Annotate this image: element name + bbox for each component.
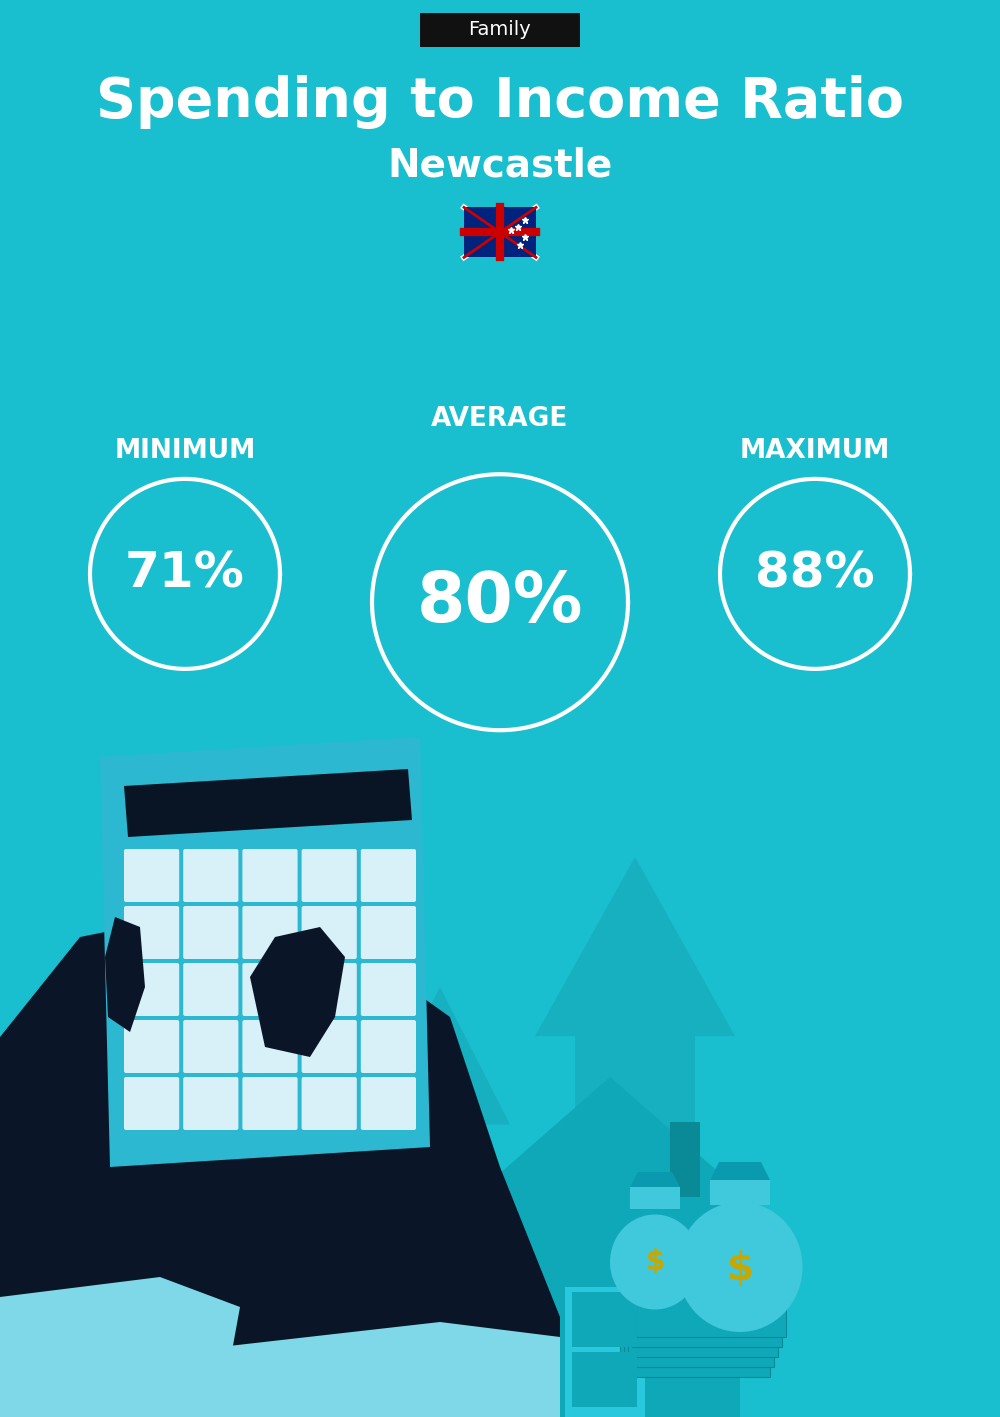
FancyBboxPatch shape	[361, 1020, 416, 1073]
FancyBboxPatch shape	[302, 1077, 357, 1129]
Text: MAXIMUM: MAXIMUM	[740, 438, 890, 463]
FancyBboxPatch shape	[124, 1020, 179, 1073]
FancyBboxPatch shape	[124, 905, 179, 959]
Bar	[565, 1287, 645, 1417]
Bar	[632, 1306, 782, 1348]
Bar	[624, 1326, 774, 1367]
Polygon shape	[250, 927, 345, 1057]
FancyBboxPatch shape	[242, 1077, 298, 1129]
Bar	[464, 207, 536, 258]
FancyBboxPatch shape	[124, 849, 179, 903]
FancyBboxPatch shape	[361, 1077, 416, 1129]
Text: Newcastle: Newcastle	[387, 147, 613, 184]
FancyBboxPatch shape	[242, 849, 298, 903]
FancyBboxPatch shape	[361, 905, 416, 959]
Polygon shape	[200, 1322, 560, 1417]
Bar	[572, 1292, 637, 1348]
Polygon shape	[124, 769, 412, 837]
FancyBboxPatch shape	[242, 1020, 298, 1073]
Bar	[620, 1338, 770, 1377]
Polygon shape	[105, 917, 145, 1032]
Text: 80%: 80%	[417, 568, 583, 636]
Text: AVERAGE: AVERAGE	[431, 407, 569, 432]
Bar	[670, 1122, 700, 1197]
FancyBboxPatch shape	[183, 1077, 238, 1129]
Bar	[636, 1297, 786, 1338]
Bar	[628, 1316, 778, 1357]
Bar	[575, 1036, 695, 1417]
Text: Spending to Income Ratio: Spending to Income Ratio	[96, 75, 904, 129]
FancyBboxPatch shape	[420, 13, 580, 47]
Text: $: $	[726, 1250, 754, 1288]
Ellipse shape	[678, 1202, 802, 1332]
FancyBboxPatch shape	[183, 1020, 238, 1073]
FancyBboxPatch shape	[302, 964, 357, 1016]
Polygon shape	[100, 737, 430, 1168]
Ellipse shape	[610, 1214, 700, 1309]
FancyBboxPatch shape	[361, 964, 416, 1016]
FancyBboxPatch shape	[242, 964, 298, 1016]
FancyBboxPatch shape	[183, 905, 238, 959]
FancyBboxPatch shape	[183, 964, 238, 1016]
Polygon shape	[0, 917, 320, 1417]
Polygon shape	[535, 857, 735, 1036]
Bar	[480, 1217, 740, 1417]
Polygon shape	[450, 1077, 770, 1217]
Bar	[572, 1352, 637, 1407]
FancyBboxPatch shape	[302, 1020, 357, 1073]
FancyBboxPatch shape	[242, 905, 298, 959]
FancyBboxPatch shape	[302, 905, 357, 959]
Polygon shape	[710, 1162, 770, 1180]
Bar	[630, 1187, 680, 1209]
FancyBboxPatch shape	[361, 849, 416, 903]
Polygon shape	[630, 1172, 680, 1187]
Text: Family: Family	[469, 20, 531, 40]
FancyBboxPatch shape	[302, 849, 357, 903]
Polygon shape	[190, 966, 560, 1417]
FancyBboxPatch shape	[183, 849, 238, 903]
Text: MINIMUM: MINIMUM	[114, 438, 256, 463]
FancyBboxPatch shape	[124, 1077, 179, 1129]
FancyBboxPatch shape	[124, 964, 179, 1016]
Text: 88%: 88%	[755, 550, 875, 598]
Polygon shape	[370, 988, 510, 1125]
Text: 71%: 71%	[125, 550, 245, 598]
Bar	[710, 1180, 770, 1204]
Text: $: $	[645, 1248, 665, 1275]
Bar	[400, 1125, 480, 1417]
Polygon shape	[0, 1277, 240, 1417]
